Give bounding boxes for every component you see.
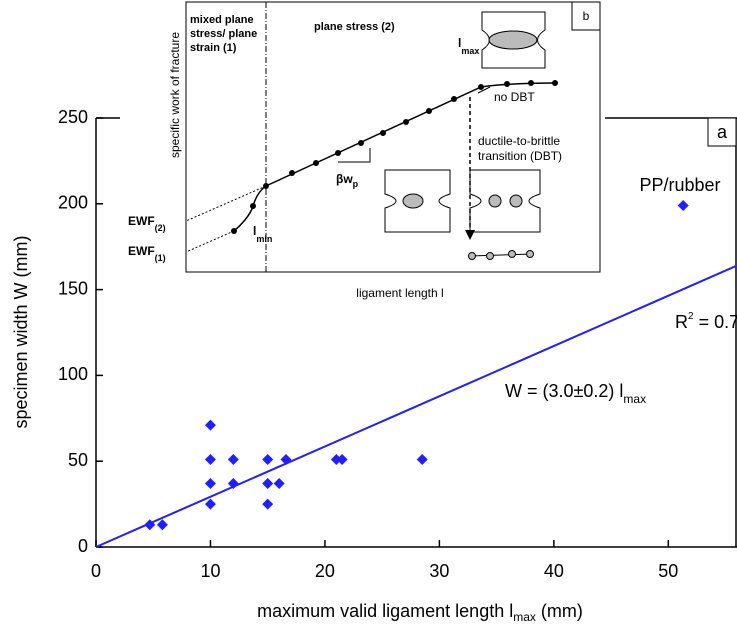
r2-label-part: R xyxy=(675,312,688,332)
x-axis-title: maximum valid ligament length lmax (mm) xyxy=(257,601,583,624)
plastic-zone xyxy=(488,30,538,50)
region-label: strain (1) xyxy=(190,42,237,54)
region-label: mixed plane xyxy=(190,14,254,26)
data-point xyxy=(156,519,168,531)
slope-triangle xyxy=(338,148,371,163)
x-tick-label: 20 xyxy=(315,561,335,581)
lmax-label: lmax xyxy=(458,36,479,56)
data-point xyxy=(262,498,274,510)
data-point xyxy=(273,478,285,490)
y-tick-label: 0 xyxy=(78,536,88,556)
slope-label-sub: p xyxy=(353,179,359,189)
fit-line xyxy=(95,264,737,548)
lmax-part: l xyxy=(458,36,461,50)
ewf1-label: EWF(1) xyxy=(128,244,166,263)
x-tick-label: 30 xyxy=(429,561,449,581)
y-tick-label: 250 xyxy=(58,107,88,127)
data-point xyxy=(416,453,428,465)
fit-label: W = (3.0±0.2) lmax xyxy=(505,381,646,406)
data-point xyxy=(227,453,239,465)
broken-chain-beads xyxy=(468,250,534,260)
schematic-curve xyxy=(233,82,556,232)
r2-label-sup: 2 xyxy=(688,311,694,322)
y-axis-title: specimen width W (mm) xyxy=(11,235,31,428)
panel-box xyxy=(707,117,737,147)
y-tick-label: 200 xyxy=(58,193,88,213)
data-point xyxy=(330,453,342,465)
data-point xyxy=(227,478,239,490)
region-label: stress/ plane xyxy=(190,28,257,40)
data-point xyxy=(280,453,292,465)
ewf-part: EWF xyxy=(128,214,155,228)
no-dbt-label: no DBT xyxy=(494,90,535,104)
ewf-part: EWF xyxy=(128,244,155,258)
data-point xyxy=(262,453,274,465)
x-axis-title-part: maximum valid ligament length l xyxy=(257,601,513,621)
data-point xyxy=(204,498,216,510)
pointer xyxy=(477,86,491,94)
extrapolation xyxy=(185,230,235,253)
main-plot: a specimen width W (mm) maximum valid li… xyxy=(11,107,737,624)
inset-panel-label: b xyxy=(583,9,590,23)
data-point xyxy=(204,453,216,465)
y-tick-label: 150 xyxy=(58,278,88,298)
slope-label: βwp xyxy=(336,172,359,189)
inset-panel-box xyxy=(571,1,601,31)
lmin-sub: min xyxy=(256,234,272,244)
y-tick-label: 50 xyxy=(68,450,88,470)
data-point xyxy=(336,453,348,465)
extrapolation xyxy=(185,185,267,222)
broken-chain xyxy=(469,253,534,257)
x-tick-label: 10 xyxy=(200,561,220,581)
slope-label-part: βw xyxy=(336,172,353,186)
ewf-sub: (1) xyxy=(155,253,166,263)
x-axis-title-sub: max xyxy=(513,610,536,624)
lmin-label: lmin xyxy=(253,224,272,244)
x-tick-label: 50 xyxy=(658,561,678,581)
region-label: plane stress (2) xyxy=(314,21,395,33)
data-point xyxy=(204,419,216,431)
ewf-sub: (2) xyxy=(155,223,166,233)
plastic-zone xyxy=(509,194,523,208)
point-label: PP/rubber xyxy=(639,175,720,195)
schematic-points xyxy=(231,80,558,234)
r2-label: R2 = 0.73 xyxy=(675,311,737,332)
inset-y-title: specific work of fracture xyxy=(168,32,182,158)
dbt-arrowhead xyxy=(465,230,475,240)
data-point xyxy=(144,519,156,531)
fit-label-part: W = (3.0±0.2) l xyxy=(505,381,623,401)
inset-x-title: ligament length l xyxy=(356,286,443,300)
plastic-zone xyxy=(402,193,424,209)
ewf2-label: EWF(2) xyxy=(128,214,166,233)
fit-label-sub: max xyxy=(623,392,646,406)
panel-label: a xyxy=(717,122,728,142)
lmin-part: l xyxy=(253,224,256,238)
lmax-sub: max xyxy=(461,46,479,56)
x-axis-title-part: (mm) xyxy=(536,601,583,621)
r2-label-part: = 0.73 xyxy=(694,312,737,332)
inset: b specific work of fracture ligament len… xyxy=(120,0,605,312)
data-point xyxy=(677,200,689,212)
plastic-zone xyxy=(488,194,502,208)
dbt-label: transition (DBT) xyxy=(478,149,562,163)
data-point xyxy=(262,478,274,490)
specimen-icon xyxy=(469,169,541,233)
x-tick-label: 40 xyxy=(544,561,564,581)
inset-frame xyxy=(185,1,601,273)
x-tick-label: 0 xyxy=(91,561,101,581)
y-tick-label: 100 xyxy=(58,364,88,384)
data-point xyxy=(204,478,216,490)
dbt-label: ductile-to-brittle xyxy=(478,134,560,148)
